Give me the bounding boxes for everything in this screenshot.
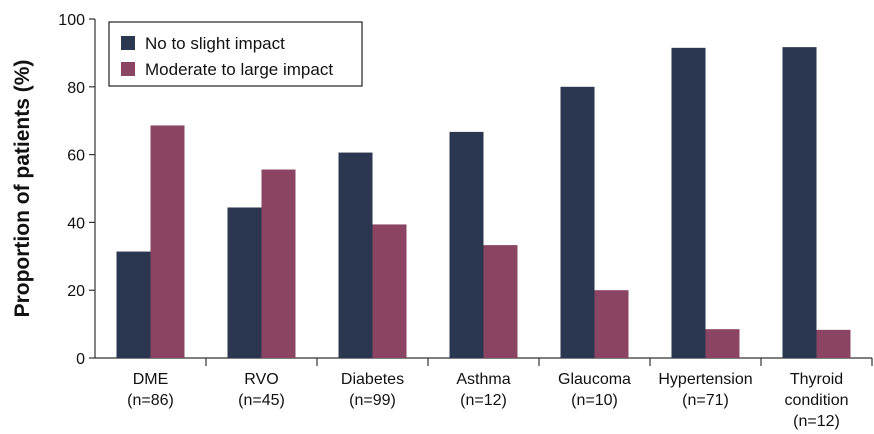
legend-swatch (121, 36, 135, 50)
legend-swatch (121, 62, 135, 76)
x-tick-label: (n=10) (571, 392, 618, 409)
bar-moderate-to-large (594, 290, 629, 358)
y-tick-label: 80 (67, 80, 85, 97)
bar-moderate-to-large (261, 169, 296, 358)
legend: No to slight impact Moderate to large imp… (108, 21, 363, 87)
x-tick-label: (n=86) (127, 392, 174, 409)
category-labels: DME (n=86) RVO (n=45) Diabetes (n=99) Asthma (n… (127, 371, 848, 430)
x-tick-label: (n=12) (793, 413, 840, 430)
bar-no-to-slight (560, 86, 595, 359)
bar-no-to-slight (338, 152, 373, 358)
bar-moderate-to-large (816, 329, 851, 358)
y-tick-label: 100 (58, 12, 85, 29)
x-tick-label: Hypertension (658, 371, 752, 388)
y-tick-label: 60 (67, 148, 85, 165)
bar-no-to-slight (116, 251, 151, 358)
x-tick-label: Thyroid (790, 371, 843, 388)
bar-moderate-to-large (705, 329, 740, 358)
axes: 0 20 40 60 80 100 (58, 12, 873, 368)
y-tick-label: 20 (67, 283, 85, 300)
x-tick-label: Asthma (456, 371, 510, 388)
y-tick-label: 0 (76, 351, 85, 368)
bar-no-to-slight (782, 47, 817, 359)
x-tick-label: Diabetes (341, 371, 404, 388)
x-tick-label: DME (133, 371, 169, 388)
bar-moderate-to-large (150, 125, 185, 358)
legend-label: No to slight impact (145, 34, 285, 53)
bar-no-to-slight (449, 131, 484, 358)
x-tick-label: (n=12) (460, 392, 507, 409)
x-tick-label: Glaucoma (558, 371, 631, 388)
y-axis-title: Proportion of patients (%) (11, 60, 34, 318)
x-tick-label: RVO (244, 371, 278, 388)
bar-no-to-slight (227, 207, 262, 358)
x-tick-label: (n=45) (238, 392, 285, 409)
x-tick-label: condition (784, 392, 848, 409)
bar-no-to-slight (671, 47, 706, 358)
bar-moderate-to-large (372, 224, 407, 358)
legend-label: Moderate to large impact (145, 60, 333, 79)
x-tick-label: (n=71) (682, 392, 729, 409)
x-tick-label: (n=99) (349, 392, 396, 409)
y-tick-label: 40 (67, 215, 85, 232)
bars (116, 47, 851, 359)
bar-moderate-to-large (483, 245, 518, 358)
legend-box (108, 21, 363, 87)
